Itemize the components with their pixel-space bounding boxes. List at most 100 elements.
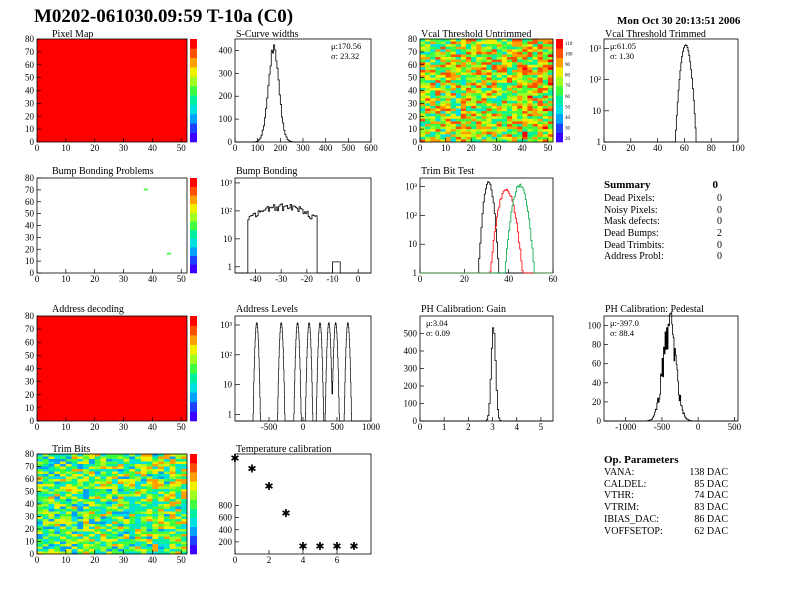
heatmap-cell: [547, 111, 554, 114]
heatmap-cell: [152, 469, 159, 472]
heatmap-cell: [83, 531, 90, 535]
heatmap-cell: [527, 93, 533, 96]
y-tick-label: 30: [25, 512, 35, 522]
heatmap-cell: [146, 501, 153, 505]
heatmap-cell: [450, 57, 457, 60]
heatmap-cell: [54, 544, 61, 547]
heatmap-cell: [48, 481, 55, 485]
heatmap-cell: [517, 62, 523, 66]
heatmap-cell: [496, 46, 503, 50]
heatmap-cell: [491, 75, 498, 78]
heatmap-cell: [175, 484, 182, 487]
heatmap-cell: [476, 123, 482, 127]
heatmap-cell: [112, 541, 119, 545]
heatmap-cell: [476, 57, 482, 60]
heatmap-cell: [496, 59, 503, 63]
heatmap-cell: [60, 496, 67, 500]
heatmap-cell: [135, 551, 142, 555]
op-param-value: 138 DAC: [689, 466, 728, 478]
heatmap-cell: [42, 491, 49, 495]
heatmap-cell: [129, 491, 136, 495]
heatmap-cell: [460, 69, 467, 73]
heatmap-cell: [430, 90, 436, 94]
heatmap-cell: [169, 526, 176, 530]
heatmap-cell: [48, 469, 55, 472]
heatmap-cell: [140, 541, 147, 545]
y-tick-label: 60: [25, 474, 35, 484]
heatmap-cell: [65, 501, 72, 505]
heatmap-cell: [522, 69, 528, 73]
x-tick-label: 400: [319, 143, 333, 153]
heatmap-cell: [517, 87, 523, 91]
heatmap-cell: [440, 108, 446, 112]
heatmap-cell: [100, 519, 107, 522]
x-tick-label: 50: [177, 143, 187, 153]
y-tick-label: 30: [25, 377, 35, 387]
summary-label: Noisy Pixels:: [604, 204, 658, 216]
heatmap-cell: [455, 111, 462, 114]
y-tick-label: 20: [592, 397, 602, 407]
heatmap-cell: [506, 72, 513, 76]
heatmap-cell: [486, 93, 492, 96]
heatmap-cell: [527, 118, 533, 122]
heatmap-cell: [112, 496, 119, 500]
heatmap-cell: [445, 39, 451, 42]
heatmap-cell: [129, 481, 136, 485]
heatmap-cell: [94, 551, 101, 555]
heatmap-cell: [175, 486, 182, 490]
heatmap-cell: [37, 529, 44, 532]
heatmap-cell: [129, 459, 136, 462]
heatmap-cell: [158, 509, 165, 512]
heatmap-cell: [501, 41, 508, 45]
heatmap-cell: [71, 501, 78, 505]
heatmap-cell: [425, 57, 431, 60]
heatmap-cell: [106, 466, 113, 470]
heatmap-cell: [522, 41, 528, 45]
heatmap-cell: [129, 471, 136, 475]
heatmap-cell: [450, 75, 457, 78]
heatmap-cell: [94, 486, 101, 490]
heatmap-cell: [175, 524, 182, 527]
heatmap-cell: [435, 105, 441, 109]
heatmap-cell: [163, 499, 170, 502]
heatmap-cell: [450, 123, 457, 127]
heatmap-cell: [71, 539, 78, 542]
heatmap-cell: [522, 82, 528, 86]
heatmap-cell: [117, 511, 124, 515]
heatmap-cell: [532, 98, 538, 102]
heatmap-cell: [532, 39, 538, 42]
heatmap-cell: [140, 551, 147, 555]
heatmap-cell: [112, 469, 119, 472]
heatmap-cell: [37, 521, 44, 525]
heatmap-cell: [471, 126, 477, 130]
heatmap-cell: [71, 546, 78, 550]
heatmap-cell: [435, 103, 441, 107]
heatmap-cell: [54, 481, 61, 485]
heatmap-cell: [486, 90, 492, 94]
color-scale-segment: [190, 195, 197, 205]
heatmap-cell: [547, 136, 554, 140]
color-scale-segment: [190, 392, 197, 403]
heatmap-cell: [71, 516, 78, 520]
heatmap-cell: [450, 103, 457, 107]
heatmap-cell: [83, 539, 90, 542]
heatmap-cell: [94, 541, 101, 545]
heatmap-cell: [537, 41, 544, 45]
heatmap-cell: [60, 461, 67, 465]
x-tick-label: 4: [301, 555, 306, 565]
heatmap-cell: [60, 519, 67, 522]
heatmap-cell: [83, 519, 90, 522]
heatmap-cell: [501, 67, 508, 71]
heatmap-cell: [123, 466, 130, 470]
color-scale-segment: [190, 325, 197, 336]
heatmap-cell: [169, 469, 176, 472]
heatmap-cell: [83, 474, 90, 477]
y-tick-label: 10: [223, 234, 233, 244]
heatmap-cell: [435, 121, 441, 125]
heatmap-cell: [542, 39, 549, 42]
heatmap-cell: [140, 456, 147, 460]
histogram-series-green: [420, 183, 553, 274]
heatmap-cell: [512, 103, 518, 107]
heatmap-cell: [158, 536, 165, 540]
heatmap-cell: [496, 116, 503, 120]
